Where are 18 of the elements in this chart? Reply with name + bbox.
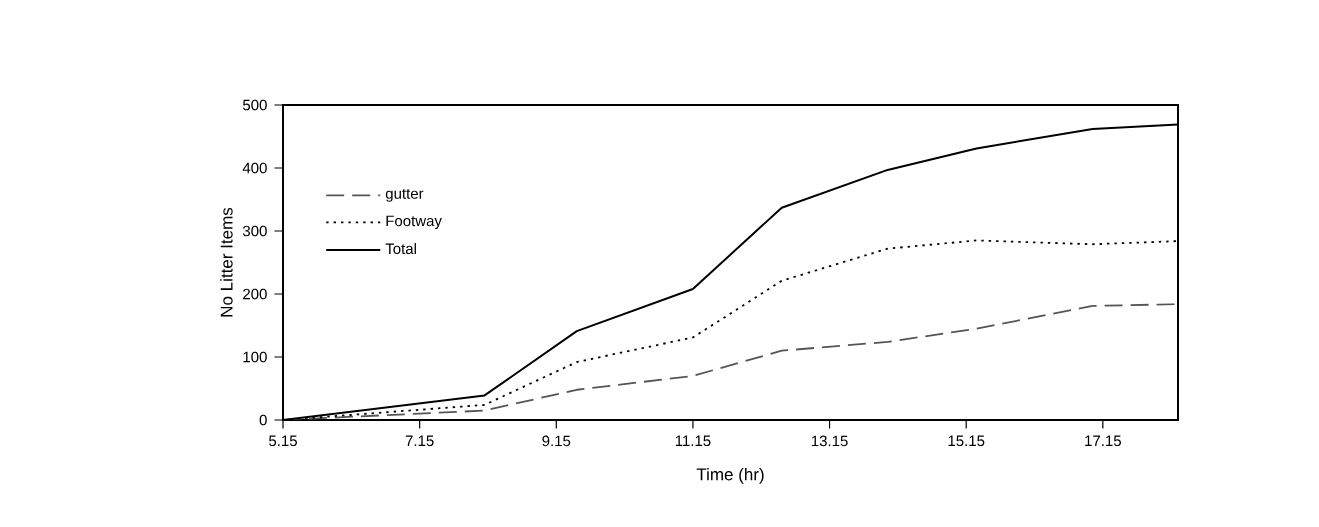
y-tick-label: 300 [242, 225, 267, 237]
y-tick-label: 0 [259, 414, 267, 426]
x-tick-label: 9.15 [542, 435, 571, 447]
y-tick-label: 200 [243, 288, 267, 300]
y-tick-label: 500 [242, 99, 267, 111]
x-tick-label: 17.15 [1085, 435, 1121, 447]
x-tick-label: 13.15 [811, 435, 848, 447]
y-axis-title: No Litter Items [220, 207, 233, 317]
y-tick-label: 100 [243, 351, 267, 363]
legend-label: Footway [386, 215, 442, 230]
y-tick-label: 400 [242, 162, 267, 174]
x-tick-label: 7.15 [405, 435, 434, 447]
legend-label: gutter [385, 189, 424, 202]
x-axis-title: Time (hr) [696, 467, 764, 484]
x-tick-label: 5.15 [269, 435, 297, 447]
x-tick-label: 11.15 [675, 435, 711, 447]
x-tick-label: 15.15 [948, 435, 985, 447]
legend-label: Total [385, 243, 416, 255]
